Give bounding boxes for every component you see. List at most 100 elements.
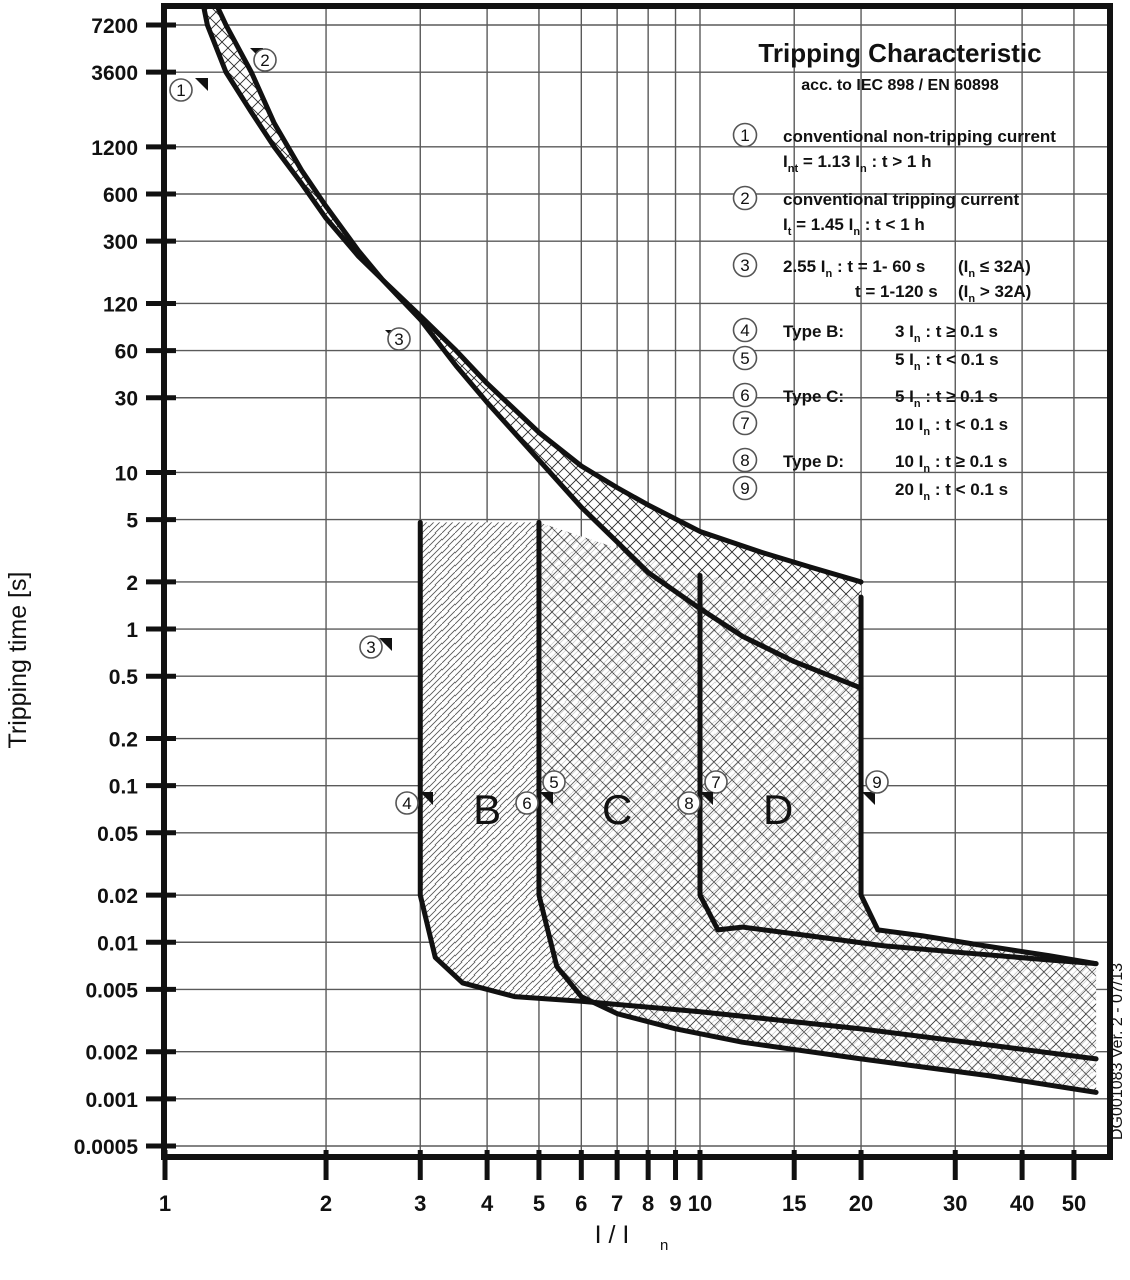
- y-tick-label: 0.02: [97, 885, 138, 908]
- x-tick-label: 2: [320, 1191, 332, 1216]
- curve-magnetic-C-right: [697, 572, 1099, 967]
- legend-circle: [732, 475, 758, 501]
- legend-text: (In ≤ 32A): [958, 257, 1031, 280]
- y-tick-label: 1: [126, 619, 138, 642]
- legend-number: 9: [740, 479, 749, 498]
- callout-circle: [169, 78, 193, 102]
- y-tick-label: 0.1: [109, 776, 139, 799]
- callout-marker-1: 1: [169, 78, 208, 102]
- callout-number: 7: [711, 773, 720, 792]
- legend-number: 1: [740, 126, 749, 145]
- callout-marker-8: 8: [677, 791, 713, 815]
- legend-number: 4: [740, 321, 749, 340]
- legend-marker-5: 5: [732, 345, 758, 371]
- legend-text: Type B:: [783, 322, 844, 341]
- legend-text: 20 In : t < 0.1 s: [895, 480, 1008, 503]
- x-tick-label: 6: [575, 1191, 587, 1216]
- callout-circle: [865, 770, 889, 794]
- y-tick-label: 7200: [91, 15, 138, 38]
- zone-labels: B C D: [473, 786, 793, 833]
- legend-text: 5 In : t ≥ 0.1 s: [895, 387, 998, 410]
- legend-text: conventional non-tripping current: [783, 127, 1056, 146]
- x-tick-label: 1: [159, 1191, 171, 1216]
- callout-pointer: [540, 792, 553, 805]
- y-tick-label: 30: [115, 388, 138, 411]
- legend-marker-7: 7: [732, 410, 758, 436]
- callout-circle: [395, 791, 419, 815]
- magnetic-band-fill: [420, 522, 1097, 1093]
- x-tick-label: 15: [782, 1191, 806, 1216]
- callout-pointer: [379, 638, 392, 651]
- y-axis-ticks: 0.0005 0.001 0.002 0.005 0.01 0.02 0.05 0.1 0.2 0…: [74, 15, 176, 1159]
- callout-pointer: [700, 792, 713, 805]
- callout-number: 1: [176, 81, 185, 100]
- callout-pointer: [195, 78, 208, 91]
- callout-number: 6: [522, 794, 531, 813]
- callout-number: 8: [684, 794, 693, 813]
- y-tick-label: 5: [126, 510, 138, 533]
- legend-number: 6: [740, 386, 749, 405]
- callout-marker-2: 2: [250, 48, 277, 72]
- callout-marker-3: 3: [385, 327, 411, 351]
- legend-text: 2.55 In : t = 1- 60 s: [783, 257, 925, 280]
- x-axis-title: I / I n: [595, 1221, 669, 1254]
- legend-title: Tripping Characteristic: [758, 38, 1041, 68]
- legend-circle: [732, 382, 758, 408]
- legend-text: It = 1.45 In : t < 1 h: [783, 215, 925, 238]
- legend-circle: [732, 122, 758, 148]
- y-tick-label: 0.001: [85, 1089, 138, 1112]
- y-tick-label: 0.002: [85, 1042, 138, 1065]
- x-tick-label: 7: [611, 1191, 623, 1216]
- y-tick-label: 120: [103, 293, 138, 316]
- y-tick-label: 0.01: [97, 932, 138, 955]
- callout-marker-3: 3: [359, 635, 392, 659]
- legend-circle: [732, 410, 758, 436]
- zone-label-B: B: [473, 786, 501, 833]
- magnetic-overlap-hatch: [700, 575, 1097, 964]
- callout-number: 3: [366, 638, 375, 657]
- callout-circle: [515, 791, 539, 815]
- legend-text: 3 In : t ≥ 0.1 s: [895, 322, 998, 345]
- legend-circle: [732, 447, 758, 473]
- legend-number: 2: [740, 189, 749, 208]
- legend-panel: Tripping Characteristic acc. to IEC 898 /…: [732, 38, 1056, 503]
- y-tick-label: 60: [115, 341, 138, 364]
- callout-marker-4: 4: [395, 791, 433, 815]
- callout-marker-6: 6: [515, 791, 553, 815]
- callout-circle: [542, 770, 566, 794]
- legend-marker-6: 6: [732, 382, 758, 408]
- y-tick-label: 3600: [91, 62, 138, 85]
- y-tick-label: 300: [103, 231, 138, 254]
- x-tick-label: 30: [943, 1191, 967, 1216]
- legend-circle: [732, 252, 758, 278]
- legend-number: 3: [740, 256, 749, 275]
- callout-pointer: [420, 792, 433, 805]
- document-credit: DG001083 Ver. 2 - 07/13: [1109, 963, 1126, 1140]
- curve-magnetic-B-right: [536, 519, 1099, 1095]
- x-axis-ticks: 1 2 3 4 5 6 7 8 9 10 15 20 30 40 50: [159, 1150, 1086, 1216]
- legend-marker-8: 8: [732, 447, 758, 473]
- x-tick-label: 4: [481, 1191, 494, 1216]
- legend-subtitle: acc. to IEC 898 / EN 60898: [801, 77, 999, 94]
- characteristic-curves: [201, 8, 1099, 1095]
- tripping-bands: [203, 8, 1097, 1093]
- legend-text: Int = 1.13 In : t > 1 h: [783, 152, 932, 175]
- y-tick-label: 2: [126, 572, 138, 595]
- legend-number: 5: [740, 349, 749, 368]
- y-tick-label: 1200: [91, 137, 138, 160]
- x-tick-label: 5: [533, 1191, 545, 1216]
- legend-number: 7: [740, 414, 749, 433]
- legend-number: 8: [740, 451, 749, 470]
- y-axis-title: Tripping time [s]: [4, 572, 32, 749]
- x-tick-label: 10: [688, 1191, 712, 1216]
- legend-circle: [732, 345, 758, 371]
- legend-text: t = 1-120 s: [855, 282, 938, 301]
- x-tick-label: 20: [849, 1191, 873, 1216]
- legend-text: 5 In : t < 0.1 s: [895, 350, 999, 373]
- x-tick-label: 50: [1062, 1191, 1086, 1216]
- callout-circle: [253, 48, 277, 72]
- legend-text: 10 In : t < 0.1 s: [895, 415, 1008, 438]
- callout-circle: [387, 327, 411, 351]
- callout-marker-9: 9: [862, 770, 889, 805]
